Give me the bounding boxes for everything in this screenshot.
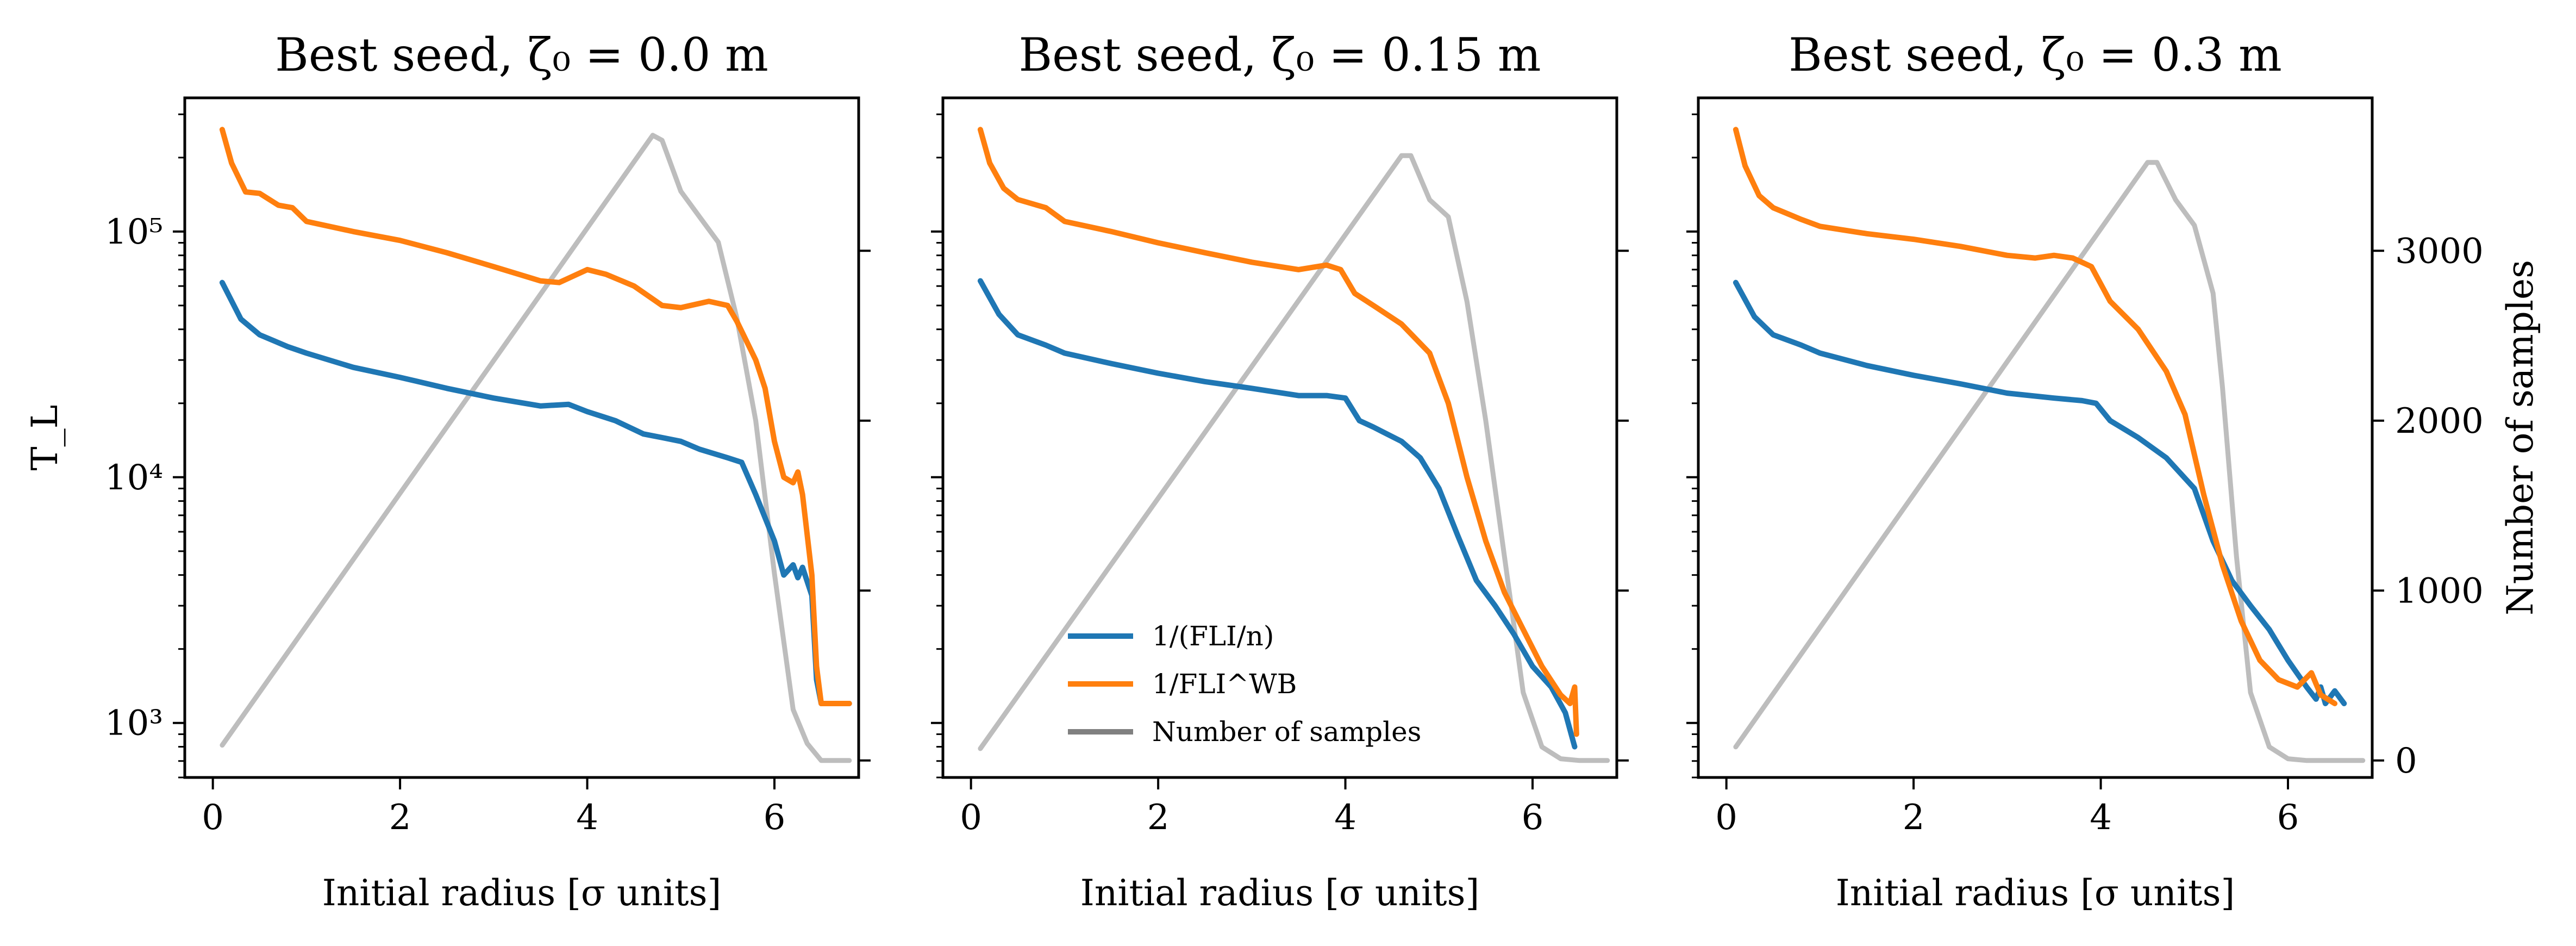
series-line-2 (219, 127, 852, 706)
secondary-tick-label: 0 (2395, 741, 2417, 781)
x-tick-label: 0 (1715, 798, 1737, 838)
secondary-y-axis-label: Number of samples (2499, 260, 2541, 615)
secondary-tick-label: 1000 (2395, 571, 2484, 611)
series-line-1 (977, 278, 1578, 750)
x-axis-label: Initial radius [σ units] (1836, 872, 2235, 914)
x-tick-label: 6 (2277, 798, 2299, 838)
panel-title: Best seed, ζ₀ = 0.15 m (1018, 28, 1541, 82)
panel-2: 0 2 4 6 Best seed, ζ₀ = 0.15 m Initial radius… (931, 28, 1629, 914)
legend: 1/(FLI/n) 1/FLI^WB Number of samples (1068, 620, 1421, 748)
series-line-1 (1733, 279, 2347, 706)
x-tick-label: 6 (764, 798, 786, 838)
series-line-1 (219, 279, 852, 706)
secondary-tick-label: 2000 (2395, 401, 2484, 441)
secondary-tick-label: 3000 (2395, 231, 2484, 271)
y-axis-label: T_L (24, 405, 66, 471)
x-tick-label: 0 (960, 798, 982, 838)
y-tick-label: 10³ (105, 704, 163, 744)
x-tick-label: 4 (2090, 798, 2112, 838)
panel-1: 0 2 4 6 10³ 10⁴ 10⁵ Best seed, ζ₀ = 0.0 m Initia… (24, 28, 871, 914)
x-tick-label: 2 (389, 798, 411, 838)
series-line-2 (977, 127, 1579, 737)
y-tick-label: 10⁵ (105, 212, 163, 252)
legend-label: 1/FLI^WB (1152, 668, 1297, 700)
legend-label: 1/(FLI/n) (1152, 620, 1274, 652)
axes-frame (183, 96, 860, 779)
x-axis-label: Initial radius [σ units] (322, 872, 721, 914)
panel-title: Best seed, ζ₀ = 0.3 m (1789, 28, 2282, 82)
axes-frame (1697, 96, 2374, 779)
panel-title: Best seed, ζ₀ = 0.0 m (275, 28, 768, 82)
axes-frame (941, 96, 1618, 779)
x-axis-label: Initial radius [σ units] (1080, 872, 1479, 914)
series-line-3 (978, 153, 1610, 763)
x-tick-label: 6 (1522, 798, 1544, 838)
x-tick-label: 4 (1334, 798, 1356, 838)
legend-label: Number of samples (1152, 716, 1421, 748)
panel-3: 0 2 4 6 0 1000 2000 3000 Best seed, ζ₀ = 0.3 m In… (1686, 28, 2541, 914)
series-line-2 (1733, 127, 2338, 706)
x-tick-label: 0 (202, 798, 224, 838)
series-line-3 (1733, 160, 2366, 763)
y-tick-label: 10⁴ (105, 458, 163, 498)
x-tick-label: 2 (1903, 798, 1925, 838)
series-line-3 (220, 133, 852, 763)
x-tick-label: 4 (576, 798, 598, 838)
x-tick-label: 2 (1147, 798, 1170, 838)
